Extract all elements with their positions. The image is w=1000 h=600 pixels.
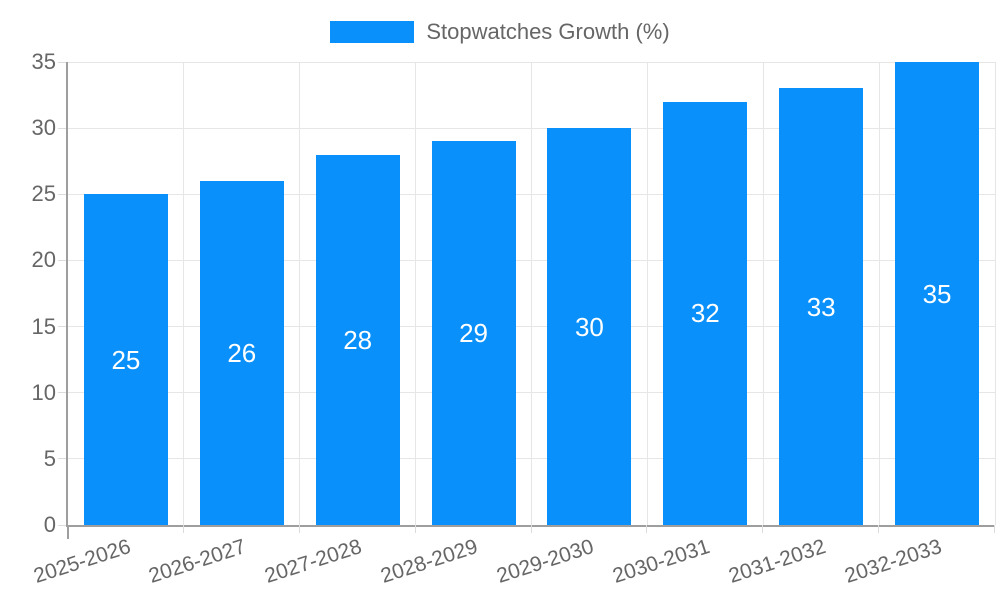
y-tick-mark <box>58 392 66 394</box>
x-gridline <box>415 62 417 525</box>
bar-value-label: 33 <box>806 291 836 322</box>
bar-value-label: 28 <box>343 324 373 355</box>
y-tick-label: 5 <box>43 445 56 471</box>
x-tick-mark <box>994 525 995 533</box>
plot-area: 25 26 28 29 30 32 33 35 <box>66 61 996 527</box>
y-tick-mark <box>58 127 66 129</box>
x-tick-label-2025-2026: 2025-2026 <box>30 535 134 588</box>
x-tick-mark <box>67 525 69 539</box>
bar-value-label: 32 <box>690 298 720 329</box>
x-gridline <box>646 62 648 525</box>
y-tick-label: 30 <box>31 115 56 141</box>
x-gridline <box>531 62 532 525</box>
bar-2026-2027[interactable]: 26 <box>199 181 284 525</box>
x-tick-label-2028-2029: 2028-2029 <box>378 535 481 588</box>
x-tick-label-2032-2033: 2032-2033 <box>841 535 945 588</box>
y-tick-label: 35 <box>31 49 56 74</box>
y-tick-label: 10 <box>31 379 56 405</box>
y-tick-mark <box>58 326 66 328</box>
x-tick-mark <box>530 525 532 533</box>
bar-2032-2033[interactable]: 35 <box>895 62 980 525</box>
x-tick-label-2026-2027: 2026-2027 <box>146 535 249 588</box>
x-tick-label-2029-2030: 2029-2030 <box>493 535 597 588</box>
bar-2030-2031[interactable]: 32 <box>663 101 748 525</box>
y-tick-mark <box>58 61 66 63</box>
y-tick-mark <box>58 458 66 460</box>
legend-color-swatch <box>330 21 415 43</box>
x-tick-mark <box>762 525 764 533</box>
chart-legend: Stopwatches Growth (%) <box>0 19 1000 45</box>
x-gridline <box>994 62 996 525</box>
bar-value-label: 35 <box>922 278 952 309</box>
x-tick-mark <box>878 525 880 533</box>
bar-value-label: 25 <box>111 344 141 375</box>
x-tick-mark <box>646 525 648 533</box>
y-tick-mark <box>58 193 66 195</box>
x-gridline <box>762 62 764 525</box>
y-tick-label: 20 <box>31 247 56 273</box>
bar-value-label: 26 <box>227 338 257 369</box>
bar-2029-2030[interactable]: 30 <box>547 128 632 525</box>
bar-2028-2029[interactable]: 29 <box>431 141 516 525</box>
x-gridline <box>299 62 301 525</box>
bar-2031-2032[interactable]: 33 <box>779 88 864 525</box>
x-gridline <box>183 62 185 525</box>
x-tick-label-2031-2032: 2031-2032 <box>725 535 829 588</box>
x-tick-mark <box>182 525 184 533</box>
y-tick-mark <box>58 259 66 261</box>
bar-2025-2026[interactable]: 25 <box>83 194 168 525</box>
bar-2027-2028[interactable]: 28 <box>315 154 400 525</box>
y-tick-label: 0 <box>43 512 56 537</box>
bar-value-label: 29 <box>459 318 489 349</box>
x-tick-mark <box>298 525 300 533</box>
y-tick-label: 15 <box>31 313 56 339</box>
legend-label: Stopwatches Growth (%) <box>426 19 670 44</box>
x-gridline <box>878 62 880 525</box>
x-tick-mark <box>414 525 416 533</box>
y-axis-line <box>66 62 68 525</box>
bar-value-label: 30 <box>574 311 604 342</box>
y-tick-label: 25 <box>31 181 56 207</box>
legend-item-stopwatches-growth[interactable]: Stopwatches Growth (%) <box>330 19 670 45</box>
x-tick-label-2030-2031: 2030-2031 <box>609 535 713 588</box>
y-tick-mark <box>58 524 66 526</box>
x-tick-label-2027-2028: 2027-2028 <box>262 535 365 588</box>
